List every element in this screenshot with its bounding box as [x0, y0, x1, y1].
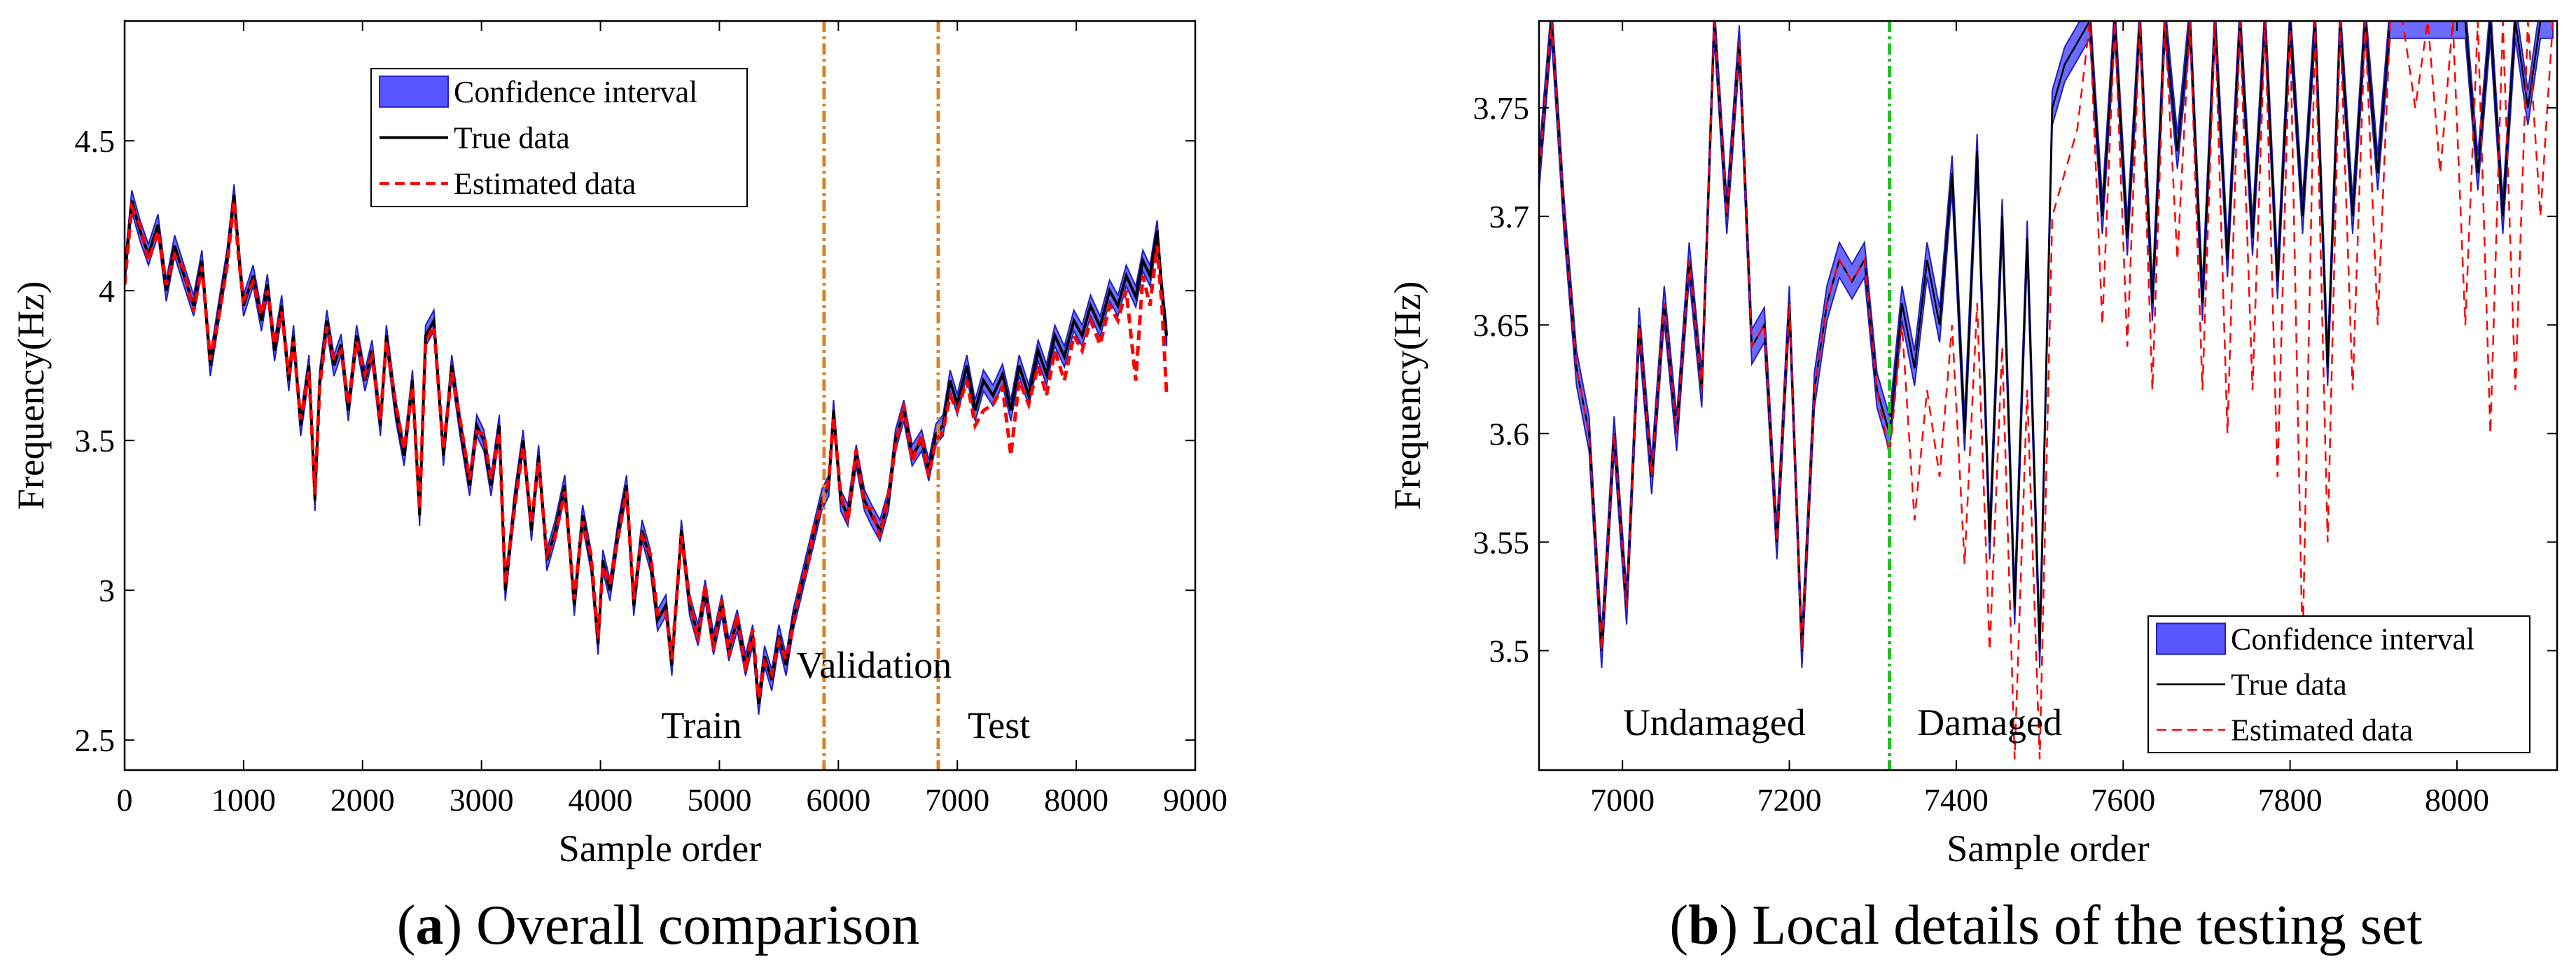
- x-tick-label: 8000: [2425, 782, 2489, 818]
- panel-b-local-details: 7000 7200 7400 7600 7800 8000 3.5 3.55 3.6 3.65 3.…: [1386, 20, 2558, 956]
- estimated-data-line: [125, 200, 1169, 699]
- x-tick-label: 7000: [1590, 782, 1655, 818]
- plot-content: [125, 21, 1169, 770]
- legend-label: True data: [454, 121, 570, 155]
- x-tick-label: 8000: [1044, 782, 1108, 818]
- region-label: Validation: [796, 644, 952, 686]
- y-tick-label: 3.75: [1473, 90, 1530, 126]
- caption: (a) Overall comparison: [397, 895, 919, 956]
- x-tick-label: 7600: [2091, 782, 2155, 818]
- x-axis-label: Sample order: [559, 827, 761, 869]
- legend-label: Confidence interval: [454, 75, 697, 109]
- confidence-interval-band: [1539, 21, 2554, 669]
- y-tick-label: 4.5: [75, 123, 116, 159]
- x-tick-label: 7400: [1924, 782, 1989, 818]
- caption-letter: a: [415, 895, 443, 956]
- x-tick-label: 7200: [1757, 782, 1822, 818]
- region-label: Train: [661, 704, 742, 746]
- y-tick-label: 3.5: [1489, 633, 1530, 669]
- y-tick-label: 3.7: [1489, 199, 1530, 235]
- legend-label: Confidence interval: [2231, 622, 2474, 657]
- x-axis-label: Sample order: [1947, 827, 2149, 869]
- region-label: Undamaged: [1623, 701, 1806, 743]
- legend-swatch-confidence: [379, 75, 449, 108]
- y-tick-label: 3.5: [75, 423, 116, 459]
- x-tick-label: 7800: [2258, 782, 2323, 818]
- x-tick-label: 5000: [687, 782, 751, 818]
- caption: (b) Local details of the testing set: [1669, 895, 2422, 956]
- x-tick-label: 0: [117, 782, 133, 818]
- legend: Confidence interval True data Estimated da…: [370, 68, 748, 207]
- caption-open-paren: (: [397, 895, 416, 956]
- caption-letter: b: [1688, 895, 1720, 956]
- y-axis-label: Frequency(Hz): [1386, 281, 1428, 510]
- legend: Confidence interval True data Estimated da…: [2147, 615, 2530, 753]
- x-tick-label: 2000: [330, 782, 395, 818]
- region-label: Damaged: [1917, 701, 2062, 743]
- plot-content: [1539, 21, 2554, 770]
- y-axis-label: Frequency(Hz): [10, 281, 52, 510]
- legend-label: Estimated data: [454, 167, 636, 201]
- x-tick-label: 7000: [925, 782, 989, 818]
- legend-label: Estimated data: [2231, 713, 2413, 748]
- y-tick-label: 3.6: [1489, 416, 1530, 452]
- true-data-line: [125, 194, 1169, 705]
- y-tick-label: 2.5: [75, 722, 116, 758]
- y-tick-label: 4: [99, 273, 115, 309]
- x-tick-label: 4000: [569, 782, 633, 818]
- panel-a-overall-comparison: 0 1000 2000 3000 4000 5000 6000 7000 8000 9000 2.5…: [10, 20, 1227, 956]
- x-tick-label: 1000: [211, 782, 276, 818]
- legend-label: True data: [2231, 668, 2347, 702]
- y-tick-label: 3.55: [1473, 524, 1530, 560]
- x-tick-label: 3000: [450, 782, 514, 818]
- y-tick-label: 3.65: [1473, 307, 1530, 343]
- caption-text: ) Overall comparison: [443, 895, 919, 956]
- x-tick-label: 9000: [1163, 782, 1227, 818]
- x-tick-label: 6000: [806, 782, 870, 818]
- region-label: Test: [968, 704, 1030, 746]
- axes-box: [1538, 20, 2558, 771]
- y-tick-label: 3: [99, 573, 115, 608]
- estimated-data-line: [1539, 21, 2554, 760]
- legend-swatch-confidence: [2156, 622, 2226, 655]
- caption-text: ) Local details of the testing set: [1720, 895, 2423, 956]
- caption-open-paren: (: [1669, 895, 1688, 956]
- axes-box: [123, 20, 1197, 771]
